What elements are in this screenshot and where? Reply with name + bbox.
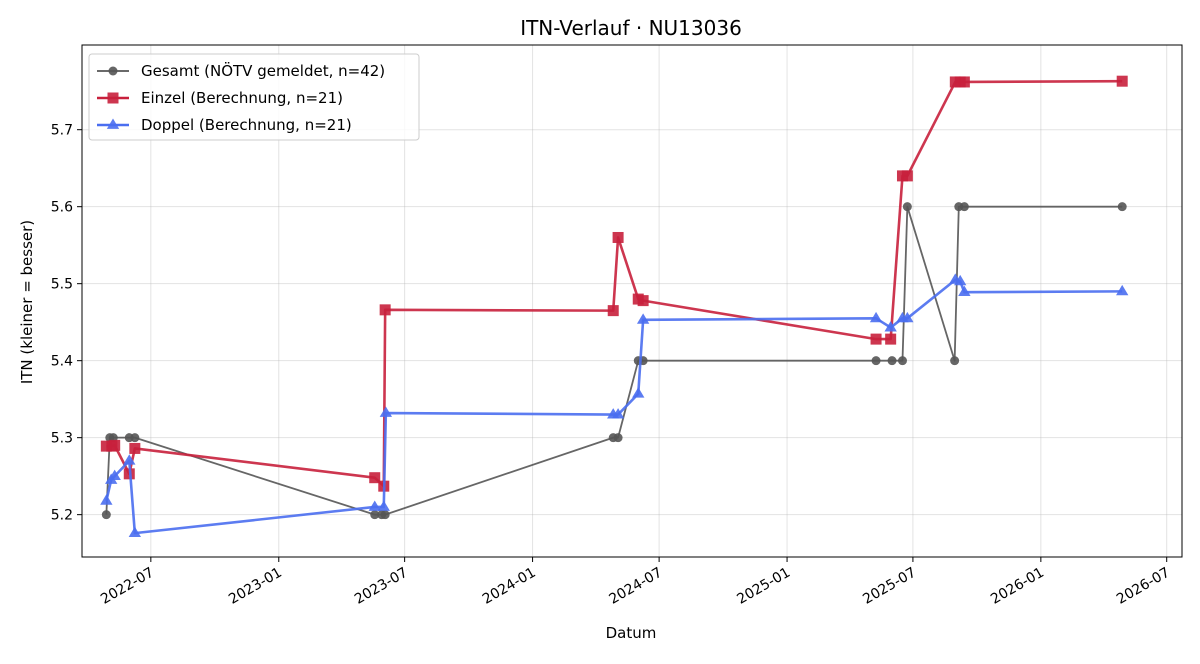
data-point-square (100, 440, 112, 452)
x-tick-label: 2024-07 (606, 565, 665, 608)
data-point-square (607, 305, 619, 317)
data-point-square (1116, 75, 1128, 87)
data-point-square (870, 333, 882, 345)
series-layer (100, 75, 1129, 538)
y-tick-label: 5.2 (51, 508, 73, 524)
data-point-circle (130, 433, 140, 443)
data-point-square (109, 439, 121, 451)
data-point-circle (887, 356, 897, 366)
chart-title: ITN-Verlauf · NU13036 (520, 16, 742, 40)
series-line (105, 278, 1123, 535)
data-point-triangle (379, 406, 393, 417)
y-tick-label: 5.4 (51, 354, 73, 370)
x-tick-label: 2026-07 (1114, 565, 1173, 608)
data-point-square (369, 472, 381, 484)
legend-label: Gesamt (NÖTV gemeldet, n=42) (141, 61, 385, 80)
data-point-triangle (954, 274, 967, 286)
legend-item: Gesamt (NÖTV gemeldet, n=42) (97, 61, 385, 80)
data-point-triangle (958, 285, 971, 297)
data-point-circle (101, 510, 111, 520)
legend-item: Einzel (Berechnung, n=21) (97, 89, 343, 107)
legend-label: Einzel (Berechnung, n=21) (141, 89, 343, 107)
x-tick-label: 2024-01 (480, 565, 539, 608)
y-tick-label: 5.5 (51, 277, 73, 293)
data-point-triangle (884, 321, 897, 332)
data-point-circle (897, 356, 907, 366)
data-point-triangle (100, 494, 113, 505)
data-point-triangle (123, 454, 136, 465)
data-point-triangle (636, 313, 650, 324)
x-tick-label: 2023-07 (352, 565, 411, 608)
axes: 5.2 5.3 5.4 5.5 5.6 5.7 2022-07 2023-01 2023-07 2… (51, 123, 1173, 608)
data-point-square (885, 333, 897, 345)
series-triangle (100, 273, 1129, 538)
y-tick-label: 5.7 (51, 123, 73, 139)
y-tick-label: 5.6 (51, 200, 73, 216)
data-point-square (901, 170, 913, 182)
data-point-circle (370, 510, 380, 520)
data-point-square (107, 92, 119, 104)
data-point-triangle (901, 311, 914, 323)
data-point-circle (1117, 202, 1127, 212)
legend-label: Doppel (Berechnung, n=21) (141, 116, 352, 134)
x-tick-label: 2026-01 (988, 565, 1047, 608)
data-point-circle (108, 66, 118, 76)
data-point-triangle (869, 311, 883, 323)
x-tick-label: 2025-01 (734, 565, 793, 608)
x-tick-label: 2023-01 (226, 565, 285, 608)
data-point-circle (613, 433, 623, 443)
x-tick-label: 2022-07 (98, 565, 157, 608)
legend-item: Doppel (Berechnung, n=21) (97, 116, 352, 134)
data-point-circle (902, 202, 912, 212)
y-axis-label: ITN (kleiner = besser) (18, 220, 36, 384)
plot-frame (81, 44, 1183, 558)
data-point-square (129, 442, 141, 454)
legend-box (88, 53, 420, 141)
x-tick-label: 2025-07 (860, 565, 919, 608)
data-point-circle (871, 356, 881, 366)
data-point-square (637, 295, 649, 307)
x-axis-label: Datum (606, 624, 657, 642)
data-point-triangle (611, 408, 625, 419)
data-point-square (958, 76, 970, 88)
data-point-triangle (108, 469, 121, 481)
data-point-triangle (368, 500, 381, 511)
data-point-triangle (1116, 284, 1129, 296)
y-tick-label: 5.3 (51, 431, 73, 447)
data-point-circle (959, 202, 969, 212)
data-point-square (379, 304, 391, 316)
legend: Gesamt (NÖTV gemeldet, n=42) Einzel (Bere… (88, 53, 420, 141)
data-point-triangle (632, 387, 645, 398)
data-point-triangle (106, 118, 120, 129)
data-point-triangle (128, 526, 142, 538)
data-point-square (612, 231, 624, 243)
data-point-circle (380, 510, 390, 520)
data-point-circle (950, 356, 960, 366)
data-point-triangle (377, 500, 390, 511)
